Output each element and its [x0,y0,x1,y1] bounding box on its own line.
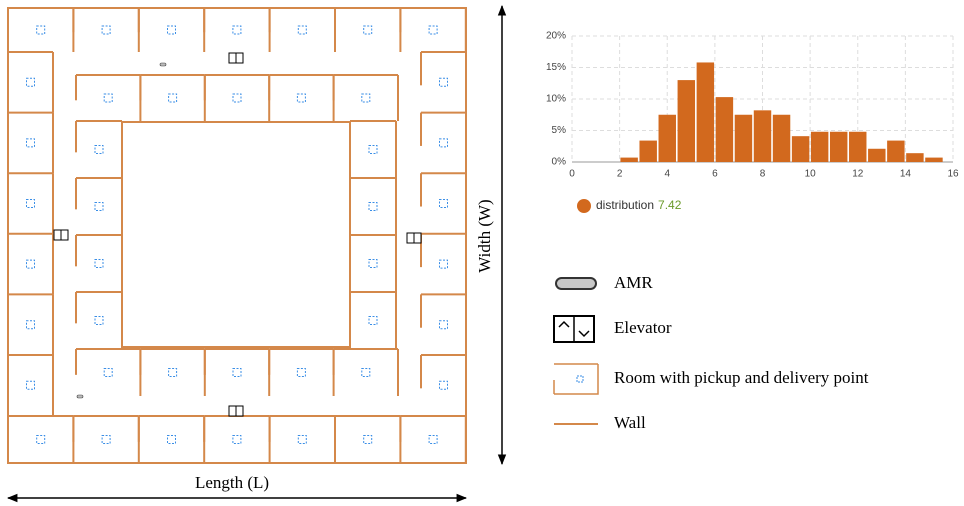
pickup-point [368,202,378,211]
pickup-point [296,368,306,377]
y-tick-label: 20% [546,31,566,42]
legend: AMR Elevator Room with pickup and delive… [553,273,869,432]
pickup-point [36,25,46,35]
pickup-point [103,93,113,103]
bar [620,157,638,162]
pickup-point [101,25,111,35]
bar [906,153,924,162]
y-tick-label: 5% [552,125,567,136]
pickup-point [439,199,448,208]
pickup-point [168,368,178,377]
histogram: 0% 5% 10% 15% 20% 0 2 4 6 8 10 12 14 16 distribution 7.… [546,31,959,213]
pickup-point [368,145,378,154]
x-tick-label: 2 [617,169,623,180]
y-tick-label: 0% [552,157,567,168]
x-tick-label: 8 [760,169,766,180]
pickup-point [439,77,448,87]
pickup-point [361,93,371,103]
bar [791,136,810,162]
pickup-point [439,259,448,269]
bar [925,157,943,162]
pickup-point [94,145,104,154]
length-label: Length (L) [195,473,269,492]
pickup-point [101,435,111,444]
amr [76,394,84,399]
x-tick-label: 0 [569,169,575,180]
pickup-point [26,259,35,269]
pickup-point [297,25,307,35]
x-tick-label: 16 [947,169,959,180]
inner-block [121,121,351,348]
x-tick-label: 6 [712,169,718,180]
x-tick-label: 10 [805,169,817,180]
x-tick-label: 4 [664,169,670,180]
pickup-point [26,138,35,148]
legend-label: AMR [614,273,653,292]
room-icon [553,363,599,395]
pickup-point [26,320,35,330]
pickup-point [232,435,242,444]
x-tick-label: 14 [900,169,912,180]
legend-summary: 7.42 [658,198,682,212]
pickup-point [26,380,35,390]
pickup-point [94,316,104,325]
bar [829,131,848,162]
bar [868,148,886,162]
bar [772,114,791,162]
pickup-point [439,320,448,330]
bar [887,140,905,162]
y-tick-label: 15% [546,62,566,73]
amr [159,62,167,67]
pickup-point [26,199,35,208]
pickup-point [167,435,176,444]
pickup-point [368,259,378,268]
pickup-point [36,435,46,444]
bar [734,114,753,162]
bar [849,131,867,162]
pickup-point [103,368,113,377]
amr-icon [555,277,597,290]
pickup-point [368,316,378,325]
pickup-point [363,25,373,35]
pickup-point [94,259,104,268]
bar [753,110,772,162]
bar [715,97,734,162]
pickup-point [363,435,373,444]
pickup-point [428,435,438,444]
bar [639,140,657,162]
width-label: Width (W) [475,199,494,272]
pickup-point [297,435,307,444]
legend-label: Wall [614,413,646,432]
legend-marker [577,199,591,213]
y-tick-label: 10% [546,94,566,105]
pickup-point [94,202,104,211]
pickup-point [168,93,178,103]
pickup-point [26,77,35,87]
legend-label: Elevator [614,318,672,337]
bar [677,80,696,162]
x-tick-label: 12 [852,169,864,180]
pickup-point [439,380,448,390]
legend-label: Room with pickup and delivery point [614,368,869,387]
legend-label: distribution [596,198,654,212]
pickup-point [232,25,242,35]
pickup-point [232,93,242,103]
bar [658,114,676,162]
pickup-point [167,25,176,35]
pickup-point [232,368,242,377]
bar [810,131,829,162]
bar [696,62,715,162]
pickup-point [296,93,306,103]
pickup-point [361,368,371,377]
pickup-point [439,138,448,148]
pickup-point-icon [576,375,584,383]
pickup-point [428,25,438,35]
floor-plan [7,7,467,464]
